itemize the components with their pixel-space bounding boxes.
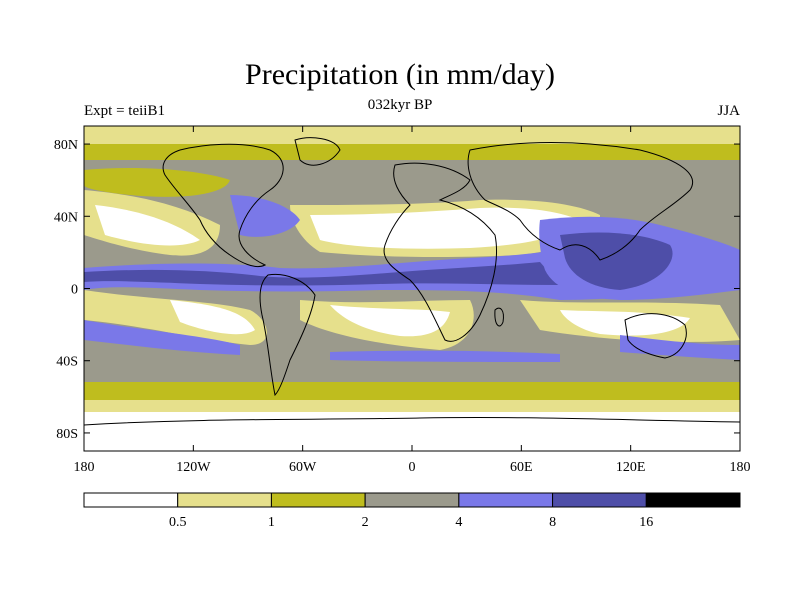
colorbar-swatch [270, 492, 366, 508]
lon-tick-label: 60E [510, 460, 533, 475]
lon-tick-label: 180 [730, 460, 751, 475]
lat-tick-label: 40N [54, 210, 78, 225]
colorbar-label: 2 [362, 515, 369, 530]
plot-subtitle: 032kyr BP [367, 97, 433, 113]
colorbar [83, 492, 741, 508]
colorbar-label: 16 [639, 515, 653, 530]
lat-tick-label: 0 [71, 283, 78, 298]
colorbar-swatch [552, 492, 647, 508]
colorbar-label: 8 [549, 515, 556, 530]
colorbar-swatch [364, 492, 460, 508]
lon-tick-label: 120E [616, 460, 646, 475]
lon-tick-label: 120W [176, 460, 211, 475]
lat-tick-label: 40S [56, 355, 78, 370]
lon-tick-label: 60W [289, 460, 317, 475]
colorbar-label: 0.5 [169, 515, 187, 530]
lat-tick-label: 80S [56, 427, 78, 442]
colorbar-label: 1 [268, 515, 275, 530]
lat-tick-label: 80N [54, 138, 78, 153]
lon-tick-label: 0 [409, 460, 416, 475]
precip-field [84, 126, 740, 451]
experiment-label: Expt = teiiB1 [84, 103, 165, 119]
latitude-axis: 80N 40N 0 40S 80S [54, 138, 740, 442]
colorbar-swatch [645, 492, 741, 508]
colorbar-swatch [83, 492, 179, 508]
colorbar-labels: 0.5 1 2 4 8 16 [169, 515, 653, 530]
longitude-axis: 180 120W 60W 0 60E 120E 180 [74, 126, 751, 475]
lon-tick-label: 180 [74, 460, 95, 475]
coastlines [84, 137, 740, 426]
colorbar-label: 4 [455, 515, 462, 530]
plot-title: Precipitation (in mm/day) [245, 58, 555, 91]
season-label: JJA [717, 103, 740, 119]
colorbar-swatch [177, 492, 272, 508]
colorbar-swatch [458, 492, 554, 508]
